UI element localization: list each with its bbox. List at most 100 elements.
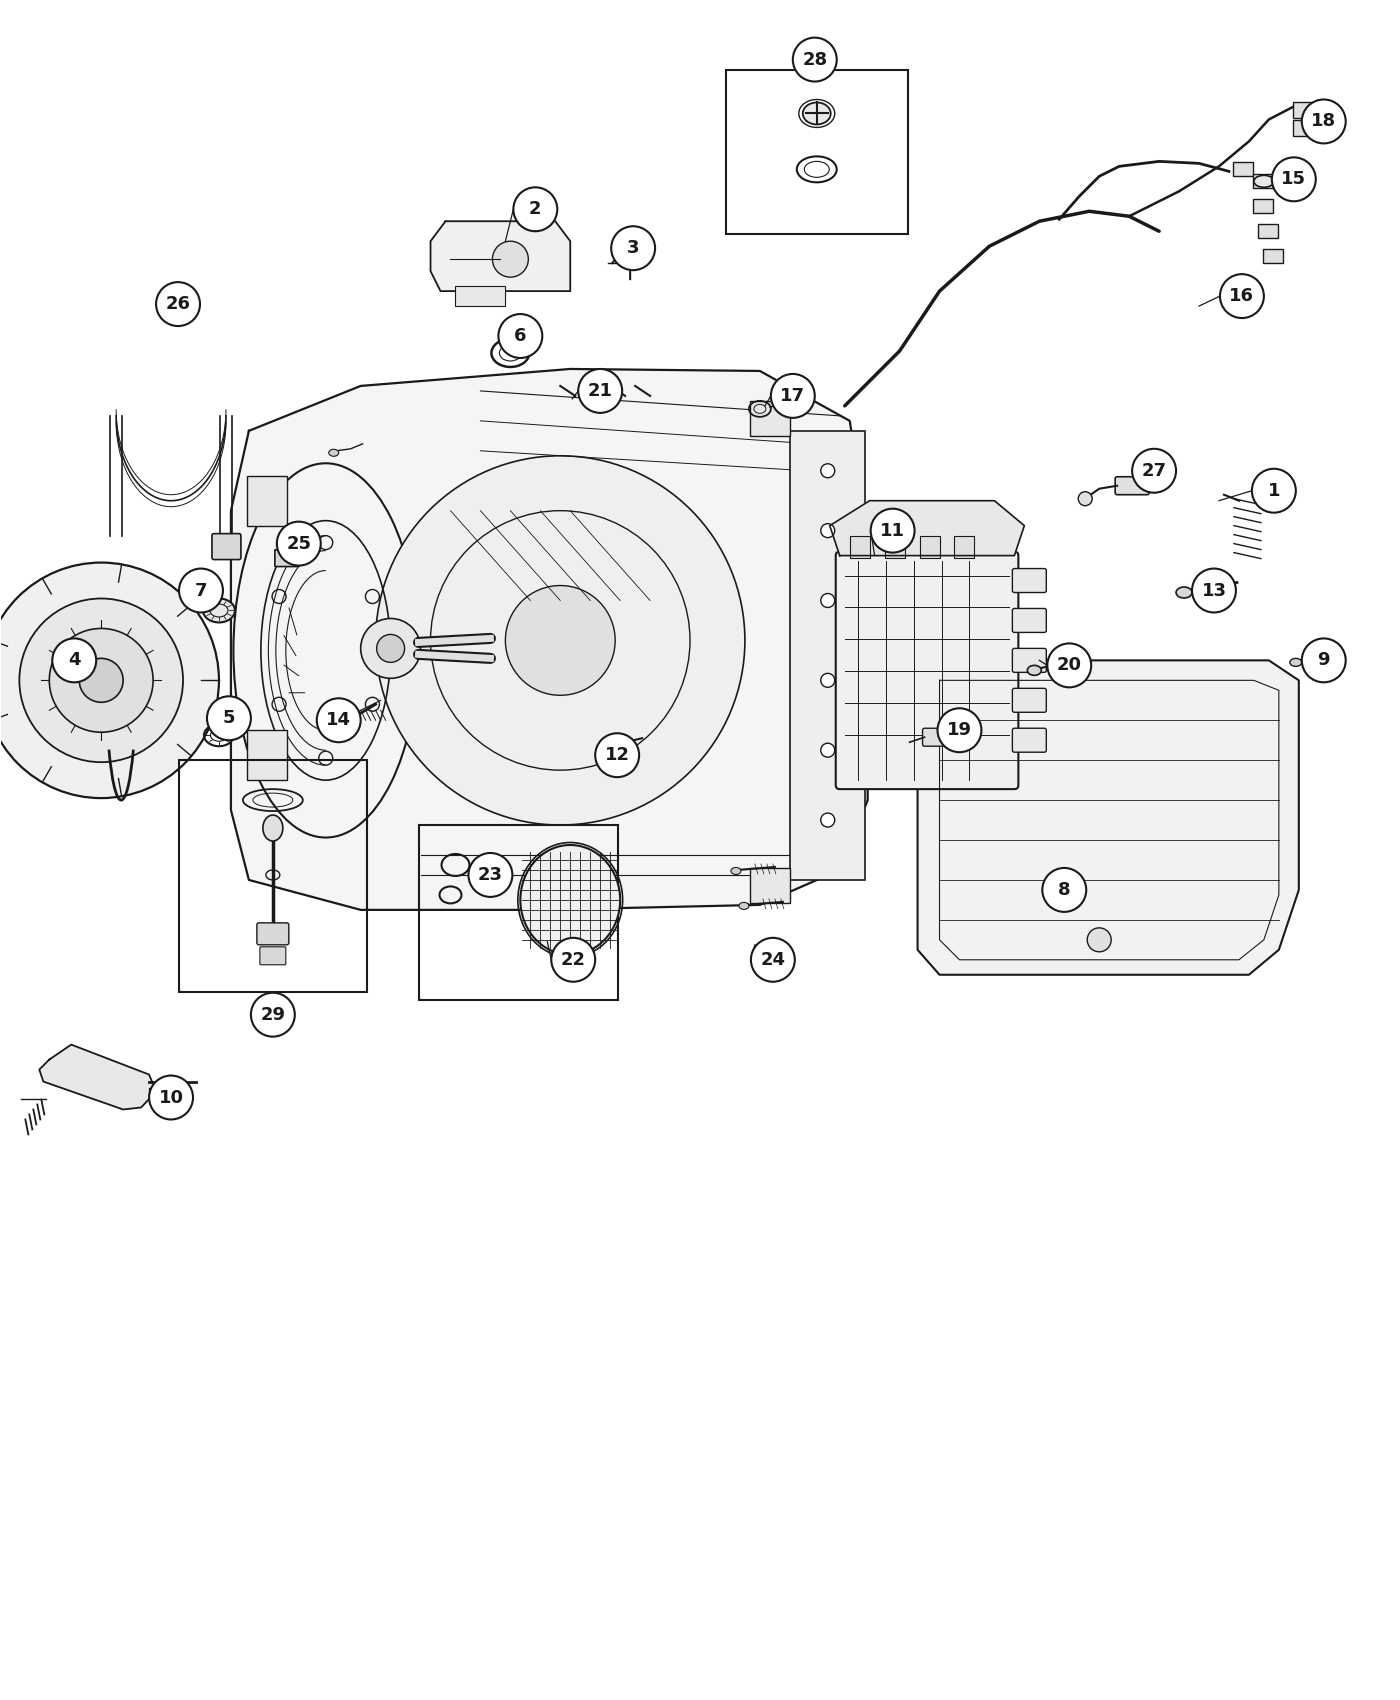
Circle shape bbox=[1271, 158, 1316, 201]
Bar bbox=[790, 430, 865, 881]
FancyBboxPatch shape bbox=[1292, 102, 1324, 119]
Text: 21: 21 bbox=[588, 382, 613, 399]
Text: 15: 15 bbox=[1281, 170, 1306, 189]
Polygon shape bbox=[39, 1044, 155, 1110]
Ellipse shape bbox=[377, 634, 405, 663]
Circle shape bbox=[938, 709, 981, 751]
Circle shape bbox=[820, 524, 834, 537]
FancyBboxPatch shape bbox=[1292, 121, 1324, 136]
Bar bbox=[920, 536, 939, 558]
Ellipse shape bbox=[1254, 175, 1274, 187]
Bar bbox=[727, 70, 907, 235]
FancyBboxPatch shape bbox=[211, 534, 241, 559]
Ellipse shape bbox=[521, 845, 620, 955]
Circle shape bbox=[1252, 469, 1296, 513]
Circle shape bbox=[820, 464, 834, 478]
Text: 25: 25 bbox=[286, 534, 311, 552]
Circle shape bbox=[1043, 869, 1086, 911]
Circle shape bbox=[514, 187, 557, 231]
FancyBboxPatch shape bbox=[1263, 250, 1282, 264]
Circle shape bbox=[179, 568, 223, 612]
Ellipse shape bbox=[1028, 665, 1042, 675]
Bar bbox=[750, 401, 790, 435]
Ellipse shape bbox=[596, 745, 610, 755]
FancyBboxPatch shape bbox=[1012, 728, 1046, 751]
Ellipse shape bbox=[361, 619, 420, 678]
FancyBboxPatch shape bbox=[1012, 609, 1046, 632]
Circle shape bbox=[578, 369, 622, 413]
Circle shape bbox=[155, 282, 200, 326]
FancyBboxPatch shape bbox=[274, 549, 298, 566]
Text: 12: 12 bbox=[605, 746, 630, 765]
Circle shape bbox=[1302, 100, 1345, 143]
Circle shape bbox=[820, 813, 834, 826]
Circle shape bbox=[0, 563, 218, 797]
Polygon shape bbox=[830, 502, 1025, 556]
Ellipse shape bbox=[234, 464, 419, 838]
FancyBboxPatch shape bbox=[923, 728, 949, 746]
Ellipse shape bbox=[329, 449, 339, 456]
FancyBboxPatch shape bbox=[256, 923, 288, 945]
Text: 20: 20 bbox=[1057, 656, 1082, 675]
Bar bbox=[850, 536, 869, 558]
Circle shape bbox=[251, 993, 295, 1037]
FancyBboxPatch shape bbox=[1257, 224, 1278, 238]
Bar bbox=[419, 824, 619, 1000]
Text: 26: 26 bbox=[165, 296, 190, 313]
Bar bbox=[885, 536, 904, 558]
Circle shape bbox=[52, 639, 97, 682]
Circle shape bbox=[316, 699, 361, 743]
Text: 3: 3 bbox=[627, 240, 640, 257]
Polygon shape bbox=[431, 221, 570, 291]
Ellipse shape bbox=[203, 598, 235, 622]
FancyBboxPatch shape bbox=[1253, 175, 1273, 189]
Circle shape bbox=[750, 938, 795, 981]
Circle shape bbox=[820, 593, 834, 607]
Text: 2: 2 bbox=[529, 201, 542, 218]
Text: 4: 4 bbox=[69, 651, 80, 670]
Circle shape bbox=[552, 938, 595, 981]
Circle shape bbox=[277, 522, 321, 566]
FancyBboxPatch shape bbox=[322, 717, 342, 731]
Circle shape bbox=[375, 456, 745, 824]
FancyBboxPatch shape bbox=[1012, 688, 1046, 712]
Ellipse shape bbox=[731, 867, 741, 874]
Ellipse shape bbox=[263, 814, 283, 842]
Text: 24: 24 bbox=[760, 950, 785, 969]
Ellipse shape bbox=[1176, 586, 1191, 598]
Circle shape bbox=[1088, 928, 1112, 952]
Text: 9: 9 bbox=[1317, 651, 1330, 670]
Text: 8: 8 bbox=[1058, 881, 1071, 899]
Text: 18: 18 bbox=[1312, 112, 1337, 131]
Text: 5: 5 bbox=[223, 709, 235, 728]
Bar bbox=[955, 536, 974, 558]
FancyBboxPatch shape bbox=[1012, 648, 1046, 673]
Circle shape bbox=[771, 374, 815, 418]
Text: 16: 16 bbox=[1229, 287, 1254, 304]
Circle shape bbox=[80, 658, 123, 702]
FancyBboxPatch shape bbox=[1253, 199, 1273, 212]
Text: 17: 17 bbox=[780, 388, 805, 405]
Circle shape bbox=[505, 585, 615, 695]
FancyBboxPatch shape bbox=[836, 551, 1018, 789]
Ellipse shape bbox=[739, 903, 749, 910]
Circle shape bbox=[207, 697, 251, 740]
FancyBboxPatch shape bbox=[1116, 476, 1149, 495]
Bar bbox=[246, 731, 287, 780]
FancyBboxPatch shape bbox=[260, 947, 286, 966]
Text: 10: 10 bbox=[158, 1088, 183, 1107]
Circle shape bbox=[1047, 643, 1091, 687]
Text: 23: 23 bbox=[477, 865, 503, 884]
Circle shape bbox=[595, 733, 640, 777]
Bar bbox=[455, 286, 505, 306]
Text: 7: 7 bbox=[195, 581, 207, 600]
Bar bbox=[179, 760, 367, 991]
Bar bbox=[750, 869, 790, 903]
Circle shape bbox=[612, 226, 655, 270]
Circle shape bbox=[493, 241, 528, 277]
Text: 22: 22 bbox=[561, 950, 585, 969]
Circle shape bbox=[1219, 274, 1264, 318]
Polygon shape bbox=[231, 369, 868, 910]
Polygon shape bbox=[917, 660, 1299, 974]
Circle shape bbox=[498, 314, 542, 359]
